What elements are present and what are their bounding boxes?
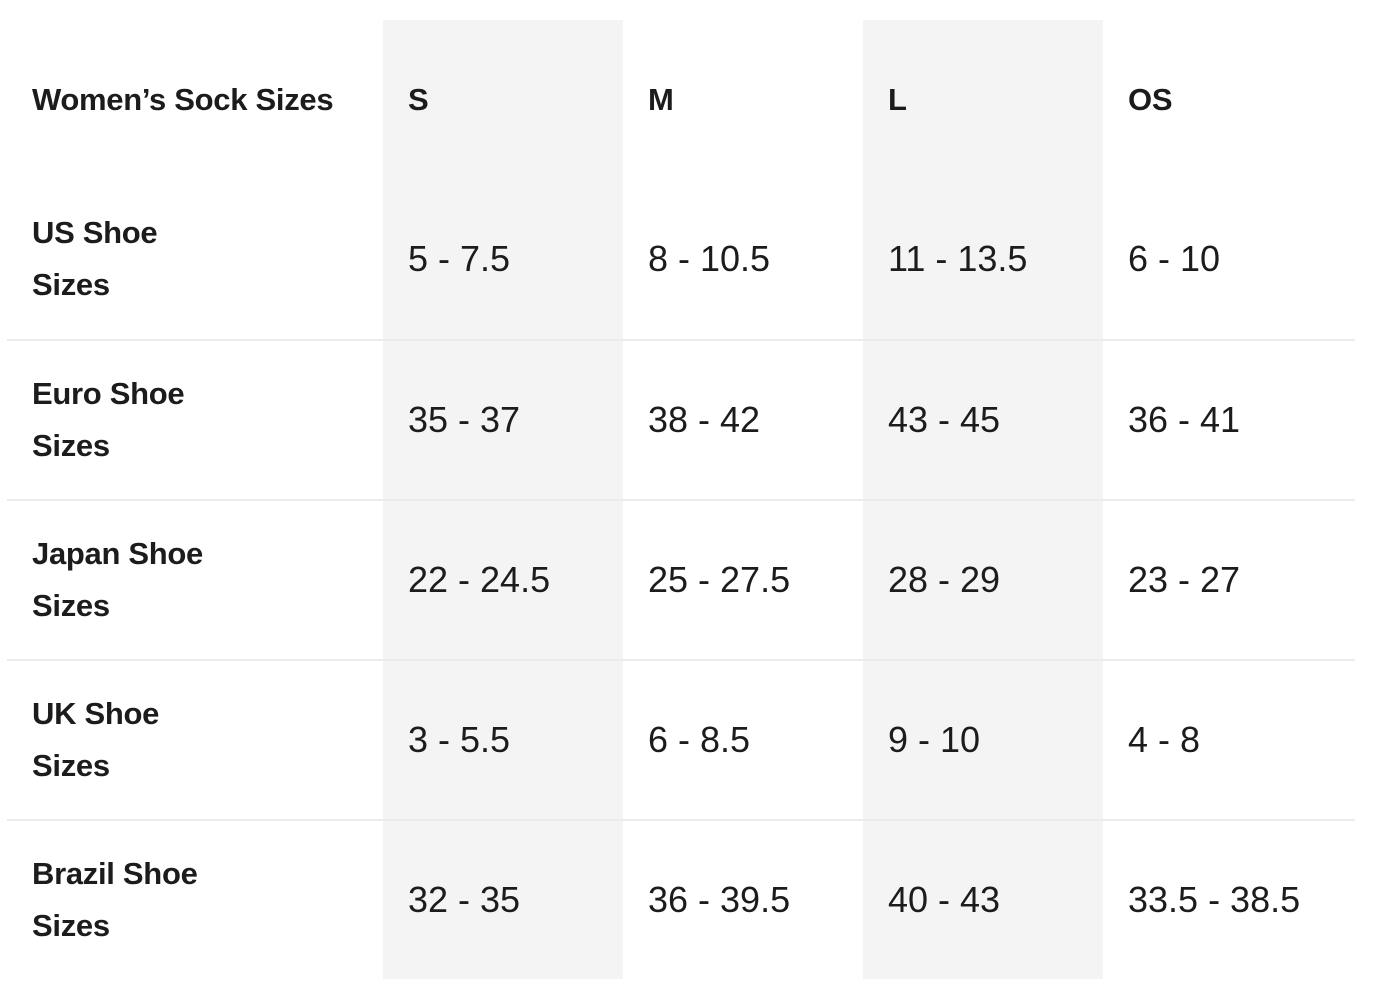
table-cell: 33.5 - 38.5 (1103, 819, 1355, 979)
row-header-japan: Japan Shoe Sizes (7, 499, 383, 659)
table-cell: 22 - 24.5 (383, 499, 623, 659)
table-cell: 35 - 37 (383, 339, 623, 499)
table-cell: 32 - 35 (383, 819, 623, 979)
table-cell: 36 - 41 (1103, 339, 1355, 499)
table-cell: 25 - 27.5 (623, 499, 863, 659)
table-cell: 36 - 39.5 (623, 819, 863, 979)
sock-size-chart: Women’s Sock Sizes S M L OS US Shoe Size… (7, 20, 1355, 979)
table-cell: 5 - 7.5 (383, 179, 623, 339)
table-cell: 6 - 10 (1103, 179, 1355, 339)
table-cell: 6 - 8.5 (623, 659, 863, 819)
row-header-uk: UK Shoe Sizes (7, 659, 383, 819)
table-cell: 40 - 43 (863, 819, 1103, 979)
table-cell: 43 - 45 (863, 339, 1103, 499)
row-header-brazil: Brazil Shoe Sizes (7, 819, 383, 979)
table-cell: 28 - 29 (863, 499, 1103, 659)
table-cell: 38 - 42 (623, 339, 863, 499)
table-cell: 3 - 5.5 (383, 659, 623, 819)
row-header-us: US Shoe Sizes (7, 179, 383, 339)
column-header-s: S (383, 20, 623, 179)
table-cell: 11 - 13.5 (863, 179, 1103, 339)
column-header-l: L (863, 20, 1103, 179)
table-title: Women’s Sock Sizes (7, 20, 383, 179)
table-cell: 9 - 10 (863, 659, 1103, 819)
table-cell: 4 - 8 (1103, 659, 1355, 819)
table-cell: 8 - 10.5 (623, 179, 863, 339)
table-cell: 23 - 27 (1103, 499, 1355, 659)
column-header-os: OS (1103, 20, 1355, 179)
column-header-m: M (623, 20, 863, 179)
row-header-euro: Euro Shoe Sizes (7, 339, 383, 499)
